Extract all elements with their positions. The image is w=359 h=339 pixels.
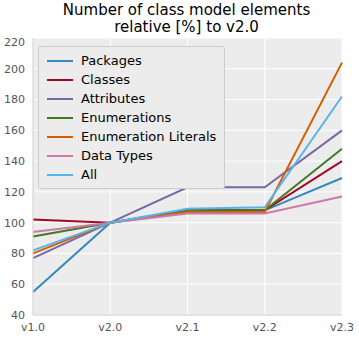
svg-text:140: 140 — [8, 155, 25, 168]
html-text:Packages: Packages — [81, 53, 142, 68]
svg-text:v2.3: v2.3 — [330, 321, 351, 334]
svg-text:80: 80 — [11, 247, 25, 260]
html-text:Attributes: Attributes — [81, 91, 146, 106]
html-text:Enumerations: Enumerations — [81, 110, 172, 125]
svg-text:180: 180 — [8, 93, 25, 106]
svg-text:v2.2: v2.2 — [253, 321, 277, 334]
svg-text:v1.0: v1.0 — [21, 321, 45, 334]
svg-text:40: 40 — [11, 309, 25, 322]
html-text:Number of class model elements: Number of class model elements — [62, 1, 311, 19]
svg-text:v2.0: v2.0 — [98, 321, 122, 334]
svg-text:160: 160 — [8, 124, 25, 137]
svg-text:60: 60 — [11, 278, 25, 291]
svg-text:200: 200 — [8, 63, 25, 76]
html-text:All: All — [81, 167, 98, 182]
svg-text:100: 100 — [8, 217, 25, 230]
html-text:Classes: Classes — [81, 72, 130, 87]
html-text:Enumeration Literals: Enumeration Literals — [81, 129, 217, 144]
html-text:Data Types: Data Types — [81, 148, 153, 163]
svg-text:220: 220 — [8, 36, 25, 49]
html-text:relative [%] to v2.0: relative [%] to v2.0 — [114, 18, 259, 36]
svg-text:v2.1: v2.1 — [175, 321, 199, 334]
svg-text:120: 120 — [8, 186, 25, 199]
